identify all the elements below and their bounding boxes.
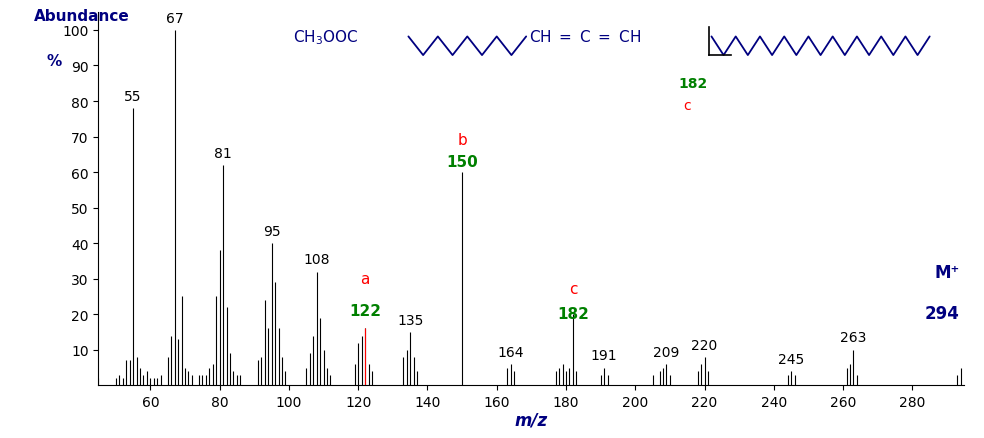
Text: c: c [569,282,578,297]
Text: Abundance: Abundance [33,10,129,25]
Text: 182: 182 [679,77,707,91]
Text: CH $=$ C $=$ CH: CH $=$ C $=$ CH [528,29,641,45]
Text: 108: 108 [303,253,330,267]
Text: c: c [683,99,691,113]
Text: 81: 81 [215,146,232,160]
Text: 150: 150 [446,154,478,169]
Text: 191: 191 [590,348,617,362]
Text: %: % [46,54,62,69]
Text: 294: 294 [925,304,960,322]
X-axis label: m/z: m/z [515,410,548,428]
Text: b: b [458,133,467,148]
Text: 135: 135 [397,313,423,327]
Text: 245: 245 [778,352,804,366]
Text: 220: 220 [692,338,717,352]
Text: a: a [360,271,370,286]
Text: 95: 95 [263,224,280,238]
Text: 263: 263 [840,331,867,345]
Text: 164: 164 [497,345,523,359]
Text: 182: 182 [557,307,588,321]
Text: 55: 55 [124,90,142,103]
Text: CH$_3$OOC: CH$_3$OOC [293,28,358,47]
Text: 122: 122 [349,303,381,318]
Text: M⁺: M⁺ [935,263,960,281]
Text: 67: 67 [165,11,183,25]
Text: 209: 209 [653,345,680,359]
